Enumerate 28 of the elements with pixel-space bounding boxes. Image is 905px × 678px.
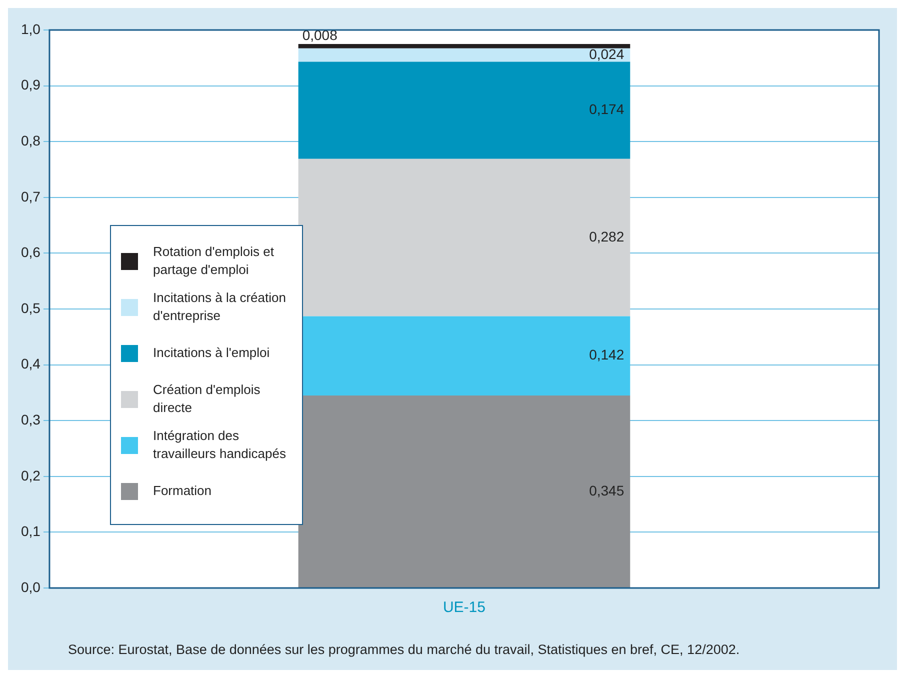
data-label: 0,008 bbox=[302, 26, 338, 43]
legend-label: Intégration des travailleurs handicapés bbox=[153, 427, 287, 463]
source-note: Source: Eurostat, Base de données sur les programmes du marché du travail, Statistiques en bref, CE, 12/2002. bbox=[68, 642, 740, 657]
y-tick-label: 0,3 bbox=[20, 411, 41, 428]
data-label: 0,345 bbox=[589, 482, 624, 498]
legend-label: Incitations à la création d'entreprise bbox=[153, 289, 287, 325]
legend-label: Formation bbox=[153, 482, 212, 500]
legend-label: Création d'emplois directe bbox=[153, 381, 262, 417]
data-label: 0,142 bbox=[589, 346, 624, 363]
bar bbox=[298, 44, 630, 48]
data-label: 0,024 bbox=[589, 46, 624, 62]
y-tick-label: 0,6 bbox=[20, 244, 41, 260]
y-tick-label: 1,0 bbox=[20, 20, 41, 37]
y-tick-label: 0,0 bbox=[20, 578, 41, 595]
y-tick-label: 0,5 bbox=[20, 300, 41, 316]
data-label: 0,174 bbox=[589, 101, 624, 118]
data-label: 0,282 bbox=[589, 228, 624, 244]
y-tick-label: 0,2 bbox=[20, 467, 41, 484]
y-tick-label: 0,9 bbox=[20, 76, 41, 93]
y-tick-label: 0,1 bbox=[20, 523, 41, 540]
y-tick-label: 0,7 bbox=[20, 188, 41, 204]
y-tick-label: 0,4 bbox=[20, 356, 41, 372]
legend-label: Incitations à l'emploi bbox=[153, 344, 270, 362]
bar bbox=[298, 48, 630, 62]
y-tick-label: 0,8 bbox=[20, 132, 41, 148]
legend-label: Rotation d'emplois et partage d'emploi bbox=[153, 243, 275, 279]
bar bbox=[298, 62, 630, 159]
x-tick-label: UE-15 bbox=[442, 599, 486, 616]
